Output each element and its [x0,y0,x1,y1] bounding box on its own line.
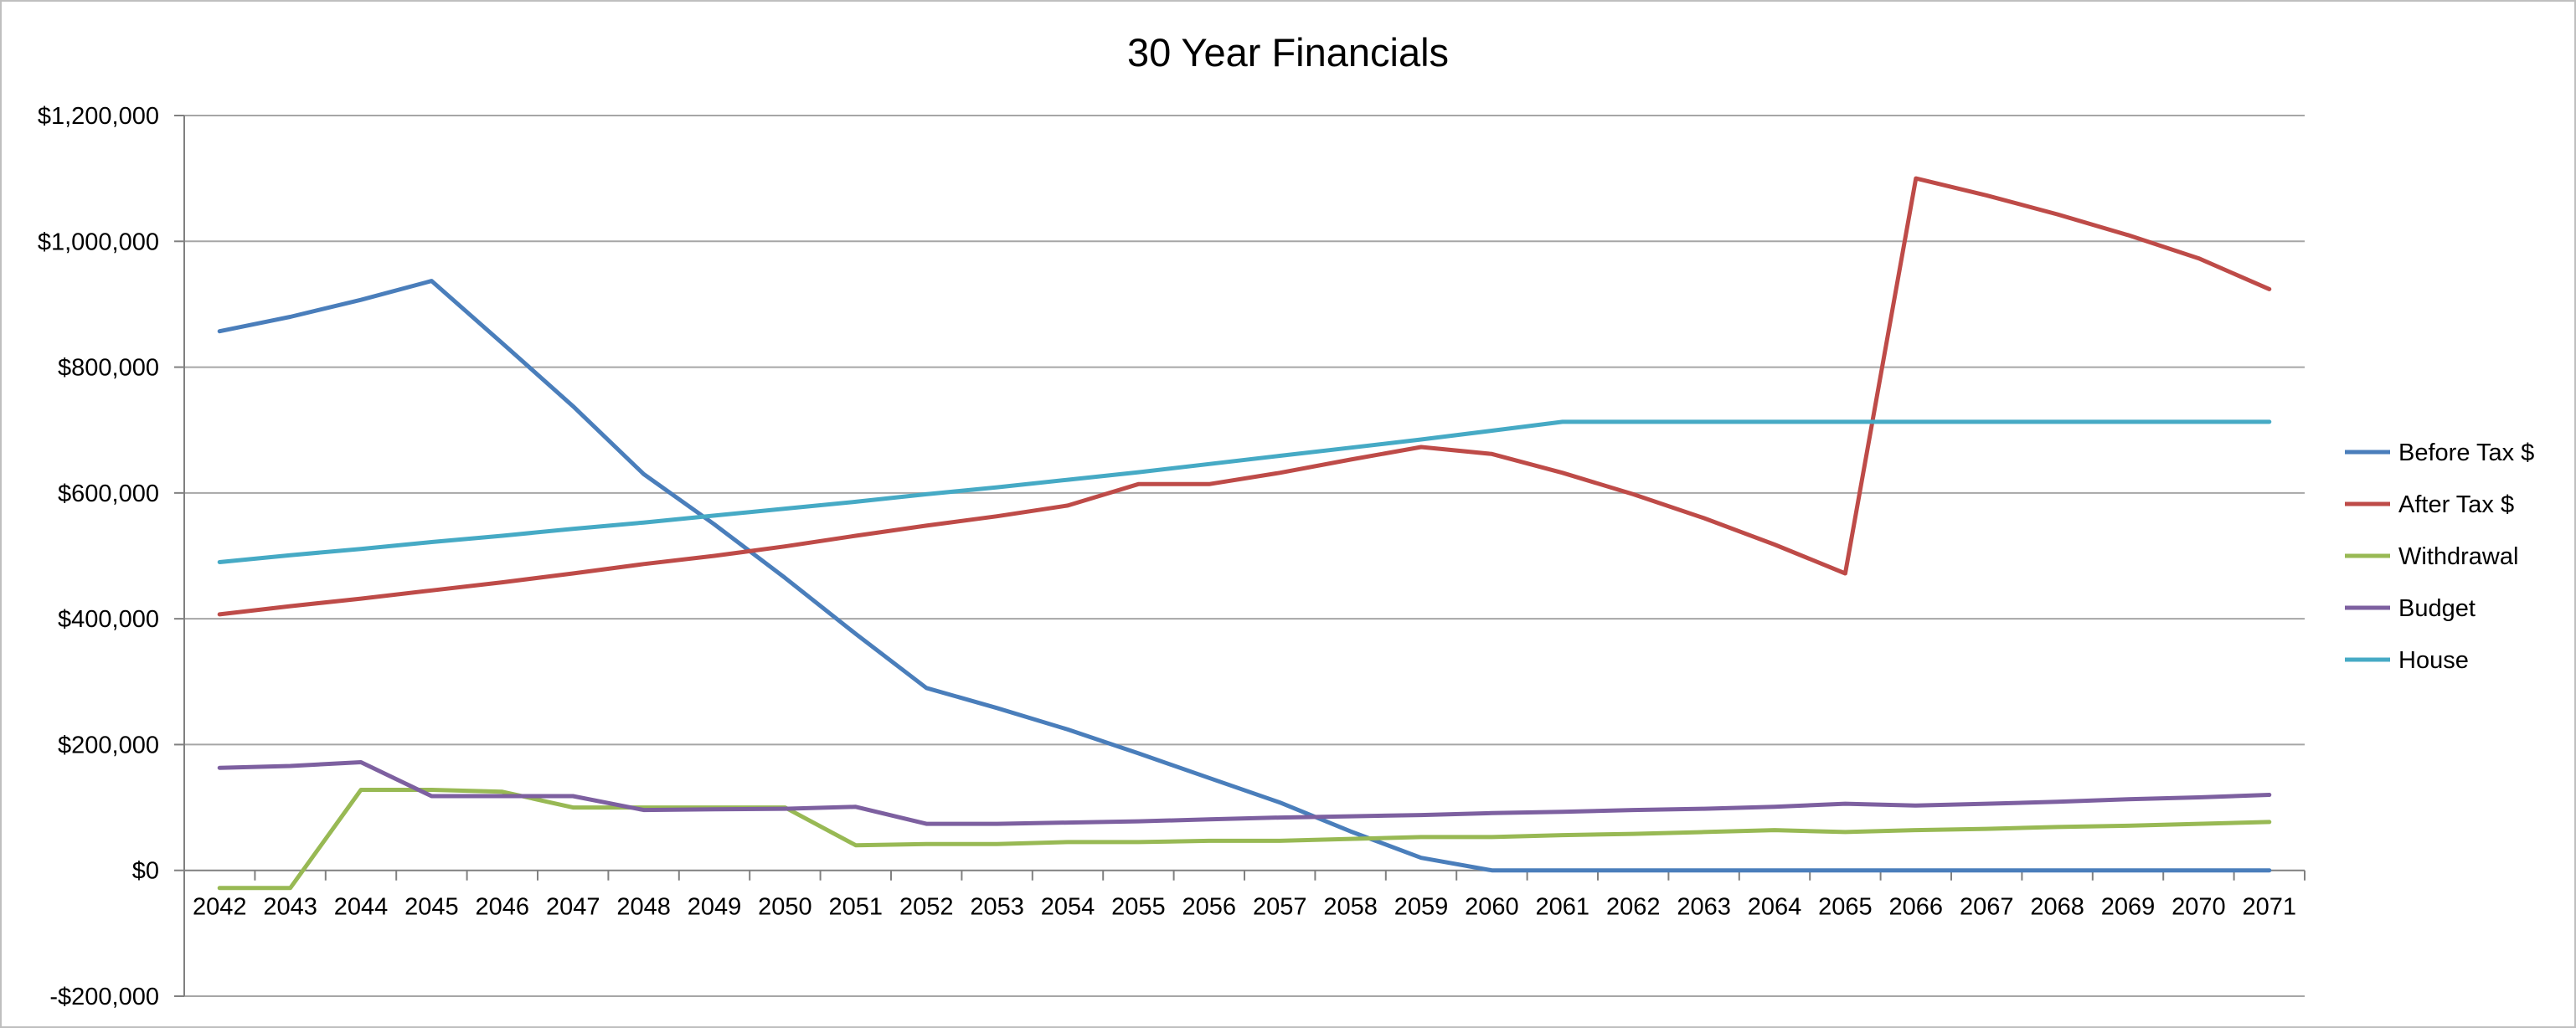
series-line-after-tax [217,176,2272,617]
x-tick-label: 2043 [263,894,317,921]
legend-label: Budget [2398,595,2476,622]
y-tick-label: $0 [132,858,159,885]
legend-label: Before Tax $ [2398,439,2534,466]
x-tick-label: 2063 [1677,894,1731,921]
x-tick-label: 2048 [616,894,671,921]
x-tick-label: 2065 [1818,894,1873,921]
x-tick-label: 2054 [1041,894,1095,921]
x-tick-label: 2055 [1111,894,1166,921]
x-tick-label: 2067 [1960,894,2014,921]
series-lines [217,176,2272,891]
y-tick-label: $1,000,000 [38,229,159,255]
series-line-budget [217,760,2272,826]
x-tick-label: 2053 [970,894,1024,921]
x-tick-label: 2052 [899,894,954,921]
x-tick-label: 2059 [1394,894,1449,921]
x-tick-label: 2056 [1182,894,1237,921]
x-tick-label: 2061 [1536,894,1590,921]
x-tick-label: 2060 [1465,894,1519,921]
y-tick-label: $200,000 [58,732,159,758]
x-tick-label: 2049 [688,894,742,921]
x-tick-label: 2045 [404,894,459,921]
x-tick-label: 2071 [2243,894,2297,921]
x-tick-label: 2046 [476,894,530,921]
y-tick-label: -$200,000 [49,984,159,1010]
x-tick-label: 2069 [2101,894,2156,921]
y-tick-label: $800,000 [58,355,159,382]
legend-label: After Tax $ [2398,491,2514,518]
x-tick-label: 2047 [546,894,600,921]
chart-title: 30 Year Financials [1127,30,1449,75]
legend-label: Withdrawal [2398,543,2518,570]
x-tick-label: 2058 [1323,894,1378,921]
y-tick-label: $600,000 [58,481,159,507]
y-tick-label: $1,200,000 [38,103,159,130]
series-line-withdrawal [217,788,2272,891]
legend: Before Tax $ After Tax $ Withdrawal Budget H… [2345,439,2534,674]
x-tick-label: 2057 [1253,894,1307,921]
x-tick-label: 2042 [193,894,247,921]
x-tick-label: 2070 [2172,894,2226,921]
axes: -$200,000 $0 $200,000 $400,000 $600,000 $800,… [38,103,2306,1010]
series-line-house [217,419,2272,564]
x-tick-label: 2062 [1606,894,1661,921]
x-tick-label: 2051 [829,894,884,921]
x-tick-label: 2044 [334,894,389,921]
series-line-before-tax [217,279,2272,873]
y-tick-label: $400,000 [58,606,159,633]
x-tick-label: 2050 [758,894,812,921]
x-tick-label: 2066 [1889,894,1944,921]
x-tick-label: 2064 [1748,894,1802,921]
x-tick-label: 2068 [2030,894,2084,921]
legend-label: House [2398,647,2469,674]
gridlines [184,115,2305,997]
